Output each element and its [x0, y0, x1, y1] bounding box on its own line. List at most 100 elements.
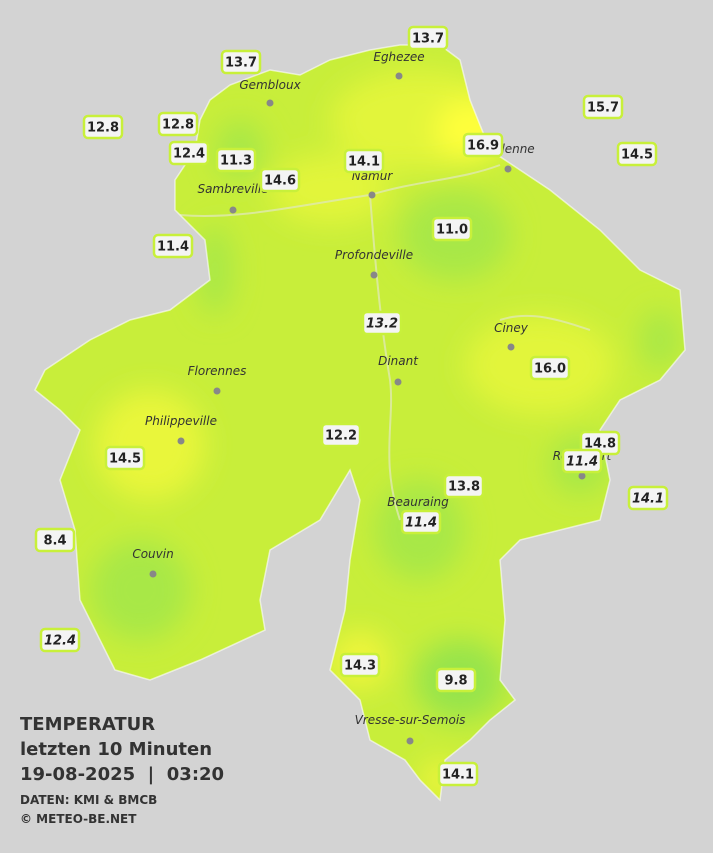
station-value: 12.8: [87, 121, 119, 136]
station-box: [435, 667, 477, 693]
town-dot: [406, 737, 414, 745]
station-box: [259, 167, 301, 193]
town-dot: [177, 437, 185, 445]
station-box: [437, 761, 479, 787]
station: 16.0: [529, 355, 571, 381]
town-dot: [578, 472, 586, 480]
station-value: 13.7: [412, 32, 444, 47]
station-value: 12.2: [325, 429, 357, 444]
town-label: Gembloux: [239, 78, 301, 92]
station-box: [34, 527, 76, 553]
stations: 13.7 13.7 15.7 12.8 12.8 12.4 11.3 16.9 14.5 14.1…: [34, 25, 669, 787]
town-dot: [394, 378, 402, 386]
station-box: [582, 94, 624, 120]
caption-copyright: © METEO-BE.NET: [20, 812, 137, 826]
station-value: 14.1: [348, 155, 380, 170]
station: 15.7: [582, 94, 624, 120]
station-value: 9.8: [444, 674, 467, 689]
town-label: Philippeville: [145, 414, 217, 428]
station: 16.9: [462, 132, 504, 158]
station-value: 12.8: [162, 118, 194, 133]
station-box: [561, 448, 603, 474]
town-dot: [213, 387, 221, 395]
station: 12.8: [157, 111, 199, 137]
station: 14.6: [259, 167, 301, 193]
station-value: 14.5: [109, 452, 141, 467]
station-box: [39, 627, 81, 653]
station-box: [339, 652, 381, 678]
town-label: Vresse-sur-Semois: [355, 713, 466, 727]
station-box: [220, 49, 262, 75]
town-label: Sambreville: [197, 182, 268, 196]
town-dot: [149, 570, 157, 578]
station-value: 14.1: [442, 768, 474, 783]
station: 12.8: [82, 114, 124, 140]
station-value: 12.4: [173, 147, 205, 162]
caption-title: TEMPERATUR: [20, 714, 155, 735]
station: 13.7: [407, 25, 449, 51]
town-dot: [266, 99, 274, 107]
station-value: 14.1: [632, 492, 664, 507]
station-value: 11.4: [157, 240, 189, 255]
town-label: Dinant: [378, 354, 419, 368]
station: 11.4: [400, 509, 442, 535]
station-box: [168, 140, 210, 166]
station: 11.0: [431, 216, 473, 242]
station-value: 12.4: [44, 634, 76, 649]
towns: EghezeeGemblouxAndenneNamurSambrevillePr…: [132, 50, 613, 745]
town-dot: [504, 165, 512, 173]
station-box: [82, 114, 124, 140]
station-value: 11.0: [436, 223, 468, 238]
station-box: [152, 233, 194, 259]
station-value: 16.0: [534, 362, 566, 377]
station-value: 15.7: [587, 101, 619, 116]
town-dot: [368, 191, 376, 199]
station: 13.7: [220, 49, 262, 75]
station-value: 14.6: [264, 174, 296, 189]
station: 11.4: [561, 448, 603, 474]
station: 14.3: [339, 652, 381, 678]
town-dot: [370, 271, 378, 279]
station: 12.2: [320, 422, 362, 448]
town-label: Florennes: [188, 364, 247, 378]
station: 12.4: [39, 627, 81, 653]
station-box: [443, 473, 485, 499]
town-label: Beauraing: [387, 495, 449, 509]
station: 13.8: [443, 473, 485, 499]
station: 11.3: [215, 147, 257, 173]
station-box: [400, 509, 442, 535]
station: 14.1: [627, 485, 669, 511]
town-label: Ciney: [494, 321, 529, 335]
station-box: [616, 141, 658, 167]
station: 14.5: [616, 141, 658, 167]
town-label: Couvin: [132, 547, 173, 561]
station-box: [361, 310, 403, 336]
station-value: 14.3: [344, 659, 376, 674]
station-value: 11.3: [220, 154, 252, 169]
station-value: 14.5: [621, 148, 653, 163]
station-box: [104, 445, 146, 471]
station-box: [529, 355, 571, 381]
station-value: 13.2: [366, 317, 398, 332]
caption-datetime: 19-08-2025 | 03:20: [20, 764, 224, 785]
station-value: 8.4: [43, 534, 66, 549]
caption-period: letzten 10 Minuten: [20, 739, 212, 760]
station-box: [157, 111, 199, 137]
station-box: [462, 132, 504, 158]
town-label: Eghezee: [373, 50, 424, 64]
station-box: [343, 148, 385, 174]
station: 14.1: [437, 761, 479, 787]
town-dot: [229, 206, 237, 214]
station: 12.4: [168, 140, 210, 166]
town-label: Profondeville: [335, 248, 413, 262]
station: 13.2: [361, 310, 403, 336]
caption: TEMPERATUR letzten 10 Minuten 19-08-2025…: [20, 714, 224, 826]
town-dot: [395, 72, 403, 80]
station: 14.8: [579, 430, 621, 456]
station: 11.4: [152, 233, 194, 259]
station-value: 14.8: [584, 437, 616, 452]
station-box: [320, 422, 362, 448]
station: 14.1: [343, 148, 385, 174]
station-box: [407, 25, 449, 51]
